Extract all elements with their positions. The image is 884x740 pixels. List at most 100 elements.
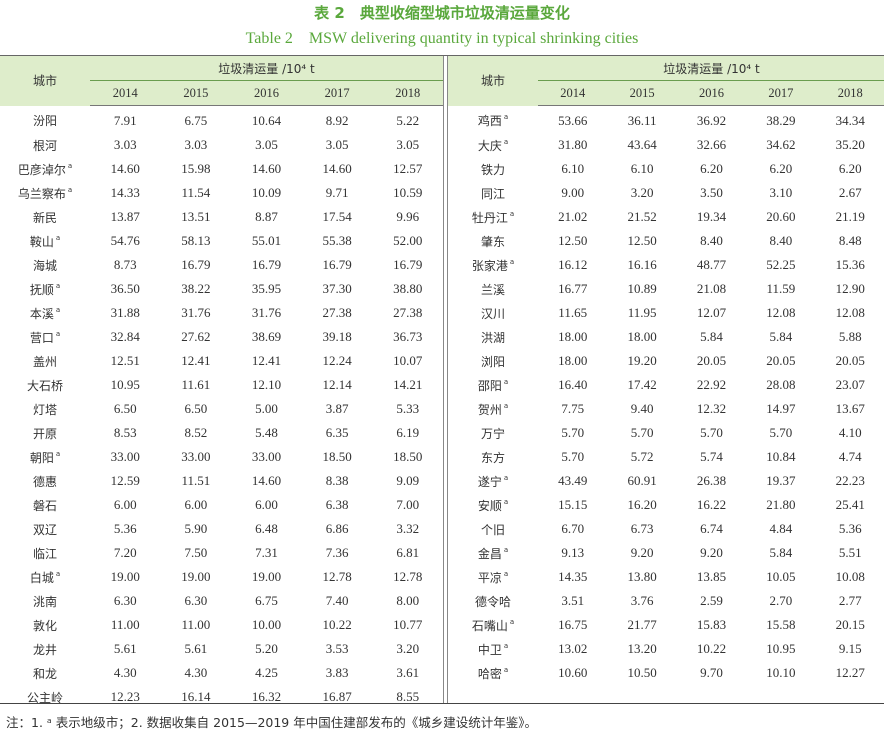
value-cell-2017: 21.80	[766, 497, 796, 512]
value-cell-2018: 38.80	[393, 281, 423, 296]
city-cell: 抚顺 a	[0, 277, 90, 301]
value-cell-2014: 19.00	[110, 569, 140, 584]
table-row: 朝阳 a 33.00 33.00 33.00 18.50 18.50	[0, 445, 443, 469]
table-row: 个旧 6.70 6.73 6.74 4.84 5.36	[448, 517, 884, 541]
value-cell-2014: 3.51	[561, 593, 585, 608]
city-name: 根河	[32, 138, 57, 153]
value-cell-2015: 12.41	[181, 353, 211, 368]
value-cell-2017: 38.29	[766, 113, 796, 128]
city-cell: 灯塔	[0, 397, 90, 421]
value-cell-2017: 14.60	[322, 161, 352, 176]
value-cell-2014: 33.00	[110, 449, 140, 464]
city-cell: 营口 a	[0, 325, 90, 349]
city-cell: 临江	[0, 541, 90, 565]
table-row: 鞍山 a 54.76 58.13 55.01 55.38 52.00	[0, 229, 443, 253]
value-cell-2014: 21.02	[558, 209, 588, 224]
value-cell-2016: 32.66	[696, 137, 727, 152]
value-cell-2018: 5.36	[838, 521, 862, 536]
table-row: 盖州 12.51 12.41 12.41 12.24 10.07	[0, 349, 443, 373]
city-cell: 个旧	[448, 517, 538, 541]
table-row: 开原 8.53 8.52 5.48 6.35 6.19	[0, 421, 443, 445]
header-year: 2016	[676, 80, 747, 106]
value-cell-2016: 9.20	[700, 545, 723, 560]
value-cell-2016: 38.69	[251, 329, 282, 344]
data-table: 城市 垃圾清运量 /10⁴ t 2014 2015 2016 2017 2018…	[0, 55, 884, 705]
value-cell-2017: 52.25	[766, 257, 796, 272]
city-name: 汉川	[480, 306, 505, 321]
city-name: 本溪	[29, 306, 54, 321]
value-cell-2016: 3.05	[255, 137, 278, 152]
table-row: 牡丹江 a 21.02 21.52 19.34 20.60 21.19	[448, 205, 884, 229]
value-cell-2016: 55.01	[251, 233, 282, 248]
value-cell-2018: 13.67	[835, 401, 865, 416]
table-row: 肇东 12.50 12.50 8.40 8.40 8.48	[448, 229, 884, 253]
value-cell-2016: 16.79	[251, 257, 282, 272]
prefecture-city-mark: a	[67, 185, 73, 194]
value-cell-2018: 16.79	[393, 257, 423, 272]
header-year: 2017	[301, 80, 373, 106]
value-cell-2018: 5.88	[838, 329, 862, 344]
value-cell-2016: 3.50	[700, 185, 723, 200]
header-city: 城市	[448, 56, 538, 106]
table-row: 德惠 12.59 11.51 14.60 8.38 9.09	[0, 469, 443, 493]
city-cell: 盖州	[0, 349, 90, 373]
table-row: 灯塔 6.50 6.50 5.00 3.87 5.33	[0, 397, 443, 421]
city-cell: 大石桥	[0, 373, 90, 397]
city-name: 平凉	[477, 570, 502, 585]
value-cell-2014: 15.15	[558, 497, 588, 512]
value-cell-2016: 10.09	[251, 185, 282, 200]
city-name: 新民	[32, 210, 57, 225]
header-city: 城市	[0, 56, 90, 106]
value-cell-2017: 20.05	[766, 353, 796, 368]
value-cell-2018: 10.08	[835, 569, 865, 584]
value-cell-2018: 4.10	[838, 425, 862, 440]
value-cell-2018: 5.22	[396, 113, 420, 128]
city-cell: 浏阳	[448, 349, 538, 373]
value-cell-2014: 9.00	[561, 185, 585, 200]
header-year: 2018	[372, 80, 443, 106]
value-cell-2018: 8.48	[838, 233, 862, 248]
city-name: 海城	[32, 258, 57, 273]
value-cell-2016: 26.38	[696, 473, 727, 488]
value-cell-2018: 12.57	[393, 161, 423, 176]
value-cell-2017: 6.38	[325, 497, 349, 512]
value-cell-2017: 3.83	[325, 665, 349, 680]
value-cell-2015: 15.98	[181, 161, 211, 176]
value-cell-2018: 12.27	[835, 665, 865, 680]
value-cell-2017: 6.86	[325, 521, 349, 536]
value-cell-2016: 19.34	[696, 209, 727, 224]
city-cell: 肇东	[448, 229, 538, 253]
value-cell-2017: 20.60	[766, 209, 796, 224]
value-cell-2014: 12.50	[558, 233, 588, 248]
city-cell: 磐石	[0, 493, 90, 517]
table-row: 营口 a 32.84 27.62 38.69 39.18 36.73	[0, 325, 443, 349]
value-cell-2016: 13.85	[696, 569, 727, 584]
value-cell-2014: 6.00	[113, 497, 137, 512]
value-cell-2015: 11.00	[181, 617, 211, 632]
city-name: 营口	[29, 330, 54, 345]
value-cell-2017: 7.36	[325, 545, 349, 560]
value-cell-2014: 5.61	[113, 641, 137, 656]
value-cell-2014: 12.59	[110, 473, 140, 488]
value-cell-2018: 22.23	[835, 473, 865, 488]
table-row: 洪湖 18.00 18.00 5.84 5.84 5.88	[448, 325, 884, 349]
value-cell-2018: 9.96	[396, 209, 420, 224]
value-cell-2016: 12.10	[251, 377, 282, 392]
value-cell-2014: 31.80	[558, 137, 588, 152]
value-cell-2018: 35.20	[835, 137, 865, 152]
value-cell-2018: 12.08	[835, 305, 865, 320]
table-row: 汉川 11.65 11.95 12.07 12.08 12.08	[448, 301, 884, 325]
city-name: 公主岭	[26, 690, 63, 705]
value-cell-2014: 18.00	[558, 353, 588, 368]
city-name: 盖州	[32, 354, 57, 369]
city-name: 德令哈	[474, 594, 511, 609]
value-cell-2017: 3.87	[325, 401, 349, 416]
value-cell-2018: 5.33	[396, 401, 420, 416]
table-row: 洮南 6.30 6.30 6.75 7.40 8.00	[0, 589, 443, 613]
city-name: 安顺	[477, 498, 502, 513]
city-name: 牡丹江	[471, 210, 508, 225]
value-cell-2015: 33.00	[181, 449, 211, 464]
value-cell-2018: 4.74	[838, 449, 862, 464]
city-cell: 公主岭	[0, 685, 90, 709]
table-row: 同江 9.00 3.20 3.50 3.10 2.67	[448, 181, 884, 205]
